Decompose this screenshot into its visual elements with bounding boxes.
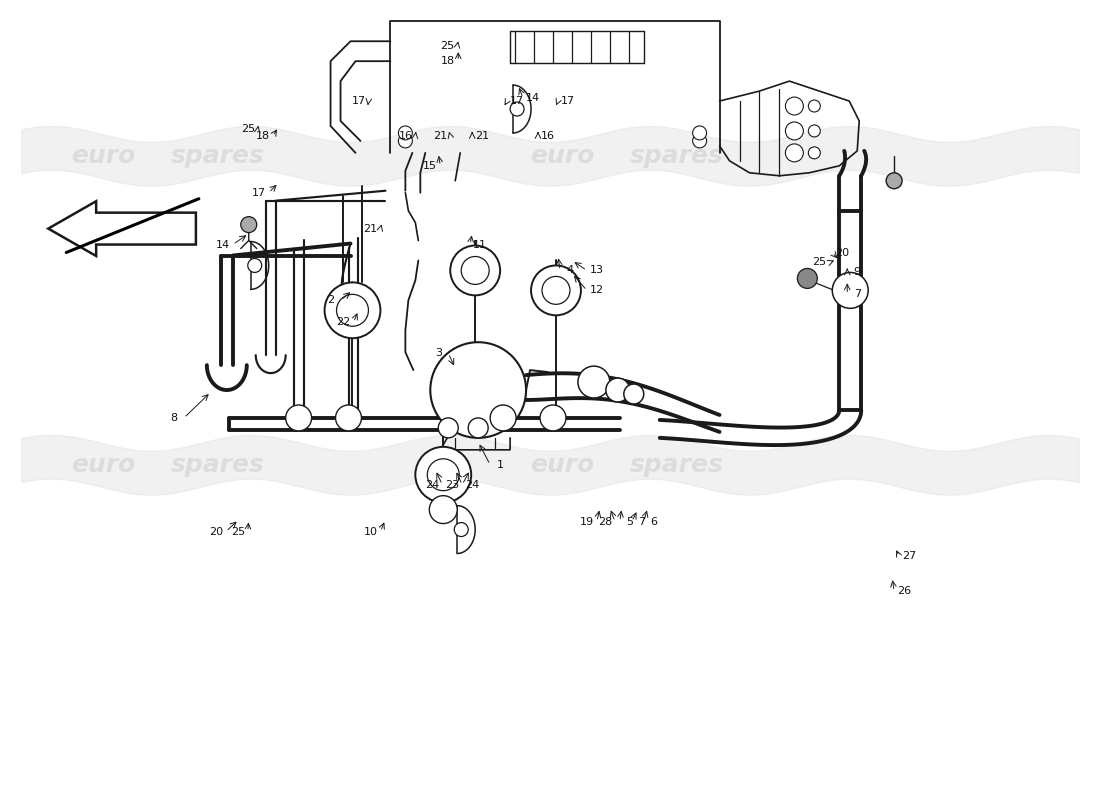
Circle shape (798, 269, 817, 288)
Circle shape (510, 102, 524, 116)
Circle shape (337, 294, 368, 326)
Circle shape (416, 447, 471, 502)
Text: 21: 21 (475, 131, 490, 141)
Text: 23: 23 (446, 480, 460, 490)
Circle shape (808, 125, 821, 137)
Circle shape (808, 100, 821, 112)
Text: 25: 25 (241, 124, 255, 134)
Circle shape (427, 458, 459, 490)
Text: 21: 21 (433, 131, 448, 141)
Circle shape (438, 418, 459, 438)
Text: 27: 27 (902, 551, 916, 562)
Text: 17: 17 (252, 188, 266, 198)
Text: 14: 14 (526, 93, 540, 103)
Text: 21: 21 (363, 223, 377, 234)
Circle shape (469, 418, 488, 438)
Text: 2: 2 (327, 295, 334, 306)
Text: 15: 15 (424, 161, 438, 171)
FancyArrow shape (48, 201, 196, 256)
Text: 7: 7 (854, 290, 861, 299)
Text: 11: 11 (473, 239, 487, 250)
Text: 24: 24 (426, 480, 439, 490)
Text: 26: 26 (896, 586, 911, 596)
Circle shape (531, 266, 581, 315)
Circle shape (540, 405, 566, 431)
Circle shape (785, 144, 803, 162)
Text: 25: 25 (440, 42, 454, 51)
Circle shape (454, 522, 469, 537)
Circle shape (450, 246, 500, 295)
Circle shape (808, 147, 821, 159)
Text: 16: 16 (541, 131, 556, 141)
Circle shape (693, 134, 706, 148)
Text: spares: spares (630, 453, 724, 477)
Circle shape (624, 384, 644, 404)
Circle shape (578, 366, 609, 398)
Circle shape (336, 405, 362, 431)
Text: 22: 22 (337, 318, 351, 327)
Text: 18: 18 (441, 56, 455, 66)
Circle shape (833, 273, 868, 308)
Circle shape (693, 126, 706, 140)
Text: 12: 12 (590, 286, 604, 295)
Circle shape (430, 342, 526, 438)
Text: 6: 6 (650, 517, 657, 526)
Circle shape (324, 282, 381, 338)
Text: 28: 28 (597, 517, 612, 526)
Circle shape (398, 126, 412, 140)
Circle shape (286, 405, 311, 431)
Circle shape (785, 122, 803, 140)
Text: euro: euro (530, 453, 594, 477)
Text: 5: 5 (626, 517, 634, 526)
Circle shape (785, 97, 803, 115)
Circle shape (398, 134, 412, 148)
Text: 9: 9 (854, 267, 861, 278)
Circle shape (429, 496, 458, 523)
Text: 20: 20 (835, 247, 849, 258)
Circle shape (241, 217, 256, 233)
Circle shape (542, 277, 570, 304)
Text: euro: euro (72, 144, 135, 168)
Text: 10: 10 (363, 526, 377, 537)
Text: 13: 13 (590, 266, 604, 275)
Text: 17: 17 (561, 96, 575, 106)
Text: 14: 14 (216, 239, 230, 250)
Text: 25: 25 (812, 258, 826, 267)
Circle shape (461, 257, 490, 285)
Text: spares: spares (170, 453, 265, 477)
Text: 4: 4 (566, 266, 573, 275)
Text: 1: 1 (496, 460, 504, 470)
Text: spares: spares (170, 144, 265, 168)
Circle shape (248, 258, 262, 273)
Text: 17: 17 (351, 96, 365, 106)
Text: 24: 24 (465, 480, 480, 490)
Text: spares: spares (630, 144, 724, 168)
Text: 17: 17 (510, 96, 524, 106)
Text: euro: euro (530, 144, 594, 168)
Circle shape (887, 173, 902, 189)
Circle shape (491, 405, 516, 431)
Text: euro: euro (72, 453, 135, 477)
Bar (839, 210, 861, 410)
Text: 18: 18 (255, 131, 270, 141)
Text: 19: 19 (580, 517, 594, 526)
Circle shape (606, 378, 630, 402)
Text: 7: 7 (638, 517, 646, 526)
Text: 16: 16 (398, 131, 412, 141)
Text: 25: 25 (231, 526, 245, 537)
Text: 3: 3 (434, 348, 442, 358)
Text: 8: 8 (170, 413, 177, 423)
Text: 20: 20 (209, 526, 223, 537)
